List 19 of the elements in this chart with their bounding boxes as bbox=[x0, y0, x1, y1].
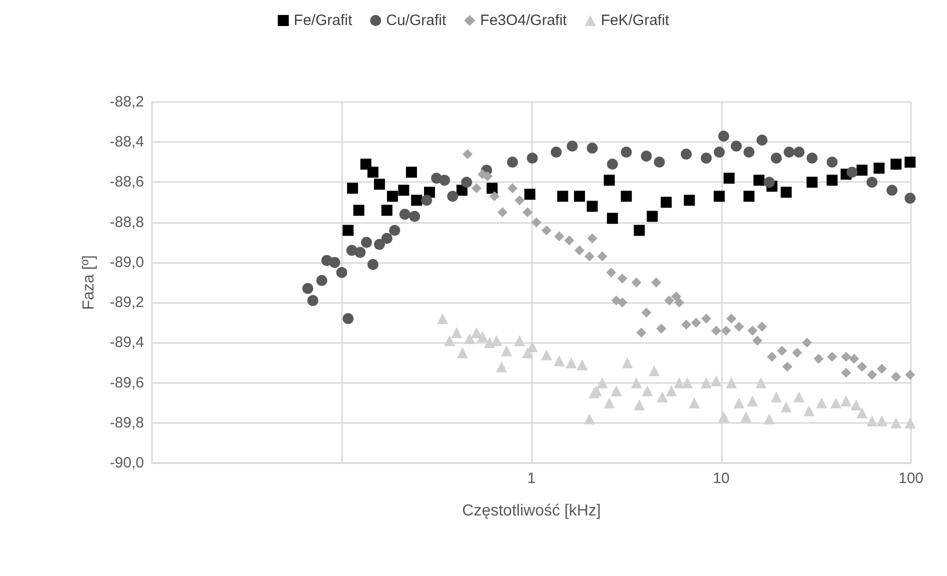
y-tick-label: -89,6 bbox=[110, 374, 144, 392]
y-tick-label: -89,2 bbox=[110, 294, 144, 312]
legend-label: FeK/Grafit bbox=[600, 12, 670, 29]
y-tick-label: -88,6 bbox=[110, 174, 144, 191]
y-tick-label: -89,4 bbox=[110, 334, 144, 352]
y-tick-label: -88,8 bbox=[110, 214, 144, 231]
y-tick-label: -89,0 bbox=[110, 254, 144, 271]
y-tick-label: -90,0 bbox=[110, 454, 144, 472]
x-tick-label: 10 bbox=[712, 470, 730, 487]
y-tick-label: -88,4 bbox=[110, 134, 144, 151]
y-axis-title: Faza [º] bbox=[80, 255, 98, 310]
legend-label: Fe/Grafit bbox=[294, 12, 353, 29]
y-tick-label: -89,8 bbox=[110, 414, 144, 432]
y-tick-label: -88,2 bbox=[110, 94, 144, 110]
x-tick-label: 1 bbox=[527, 470, 536, 487]
legend-label: Cu/Grafit bbox=[386, 12, 447, 29]
x-axis-title: Częstotliwość [kHz] bbox=[462, 502, 601, 520]
legend-label: Fe3O4/Grafit bbox=[480, 12, 568, 29]
x-tick-label: 100 bbox=[898, 470, 924, 487]
